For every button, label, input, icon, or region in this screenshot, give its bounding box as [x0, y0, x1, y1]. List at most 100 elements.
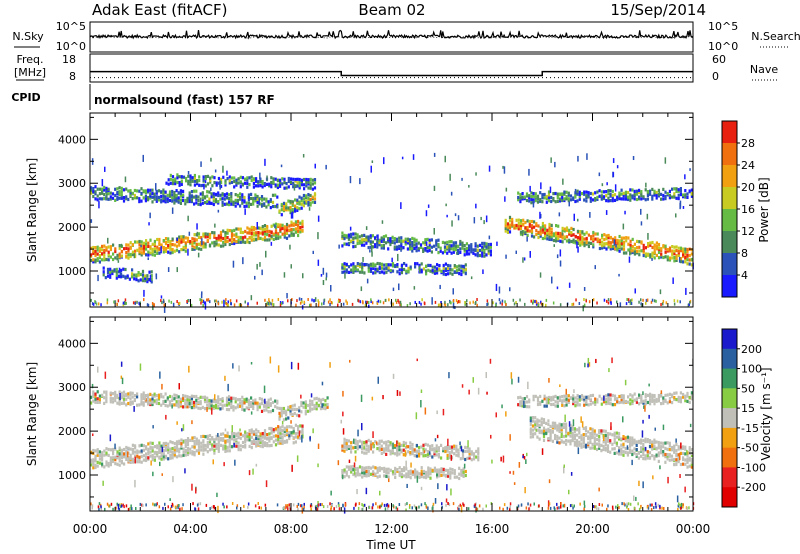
range-cell	[369, 262, 373, 266]
range-cell	[171, 178, 175, 182]
range-cell	[688, 464, 691, 468]
range-cell	[538, 430, 541, 435]
range-cell	[367, 237, 370, 242]
range-cell	[614, 244, 617, 248]
range-cell	[558, 197, 562, 201]
scatter-cell	[513, 482, 516, 485]
range-cell	[117, 274, 121, 278]
range-cell	[558, 422, 561, 426]
range-cell	[618, 452, 621, 456]
scatter-cell	[548, 378, 550, 383]
range-cell	[145, 458, 148, 463]
range-cell	[528, 196, 531, 200]
range-cell	[521, 399, 524, 403]
range-cell	[184, 246, 187, 250]
range-cell	[103, 256, 106, 260]
clutter-cell	[487, 302, 489, 306]
range-cell	[270, 185, 273, 189]
range-cell	[635, 448, 638, 452]
range-cell	[129, 193, 132, 197]
range-cell	[682, 193, 685, 197]
range-cell	[534, 420, 537, 424]
station-title: Adak East (fitACF)	[92, 1, 227, 19]
range-cell	[252, 440, 256, 444]
range-cell	[436, 468, 439, 472]
range-cell	[197, 195, 200, 199]
range-cell	[398, 246, 401, 250]
scatter-cell	[140, 244, 142, 248]
range-cell	[613, 198, 617, 202]
range-cell	[189, 447, 192, 451]
range-cell	[420, 466, 423, 470]
range-cell	[558, 441, 561, 445]
range-cell	[171, 456, 174, 460]
range-cell	[653, 256, 656, 260]
range-cell	[600, 196, 603, 200]
range-cell	[246, 226, 249, 230]
clutter-cell	[486, 303, 488, 306]
range-cell	[297, 226, 300, 230]
range-cell	[436, 473, 439, 477]
range-cell	[387, 467, 390, 471]
range-cell	[180, 237, 183, 241]
range-cell	[640, 400, 643, 404]
range-cell	[585, 194, 588, 198]
range-cell	[638, 191, 641, 195]
range-cell	[425, 473, 428, 477]
range-cell	[629, 188, 632, 192]
range-cell	[193, 247, 196, 251]
range-cell	[136, 449, 139, 453]
range-cell	[250, 428, 253, 432]
range-cell	[615, 435, 618, 439]
range-cell	[157, 195, 161, 199]
range-cell	[405, 263, 408, 267]
range-cell	[269, 397, 272, 401]
range-cell	[309, 402, 312, 406]
range-cell	[598, 238, 601, 242]
range-cell	[393, 247, 396, 251]
range-cell	[257, 442, 260, 446]
range-cell	[655, 399, 658, 403]
range-cell	[248, 435, 251, 439]
range-cell	[193, 442, 196, 446]
range-cell	[618, 446, 621, 450]
range-cell	[186, 452, 190, 457]
range-cell	[640, 438, 643, 442]
noise-right-tick-bottom: 10^0	[708, 40, 738, 53]
range-cell	[272, 237, 275, 241]
range-cell	[395, 245, 399, 249]
range-cell	[363, 466, 366, 470]
range-cell	[94, 456, 97, 460]
range-cell	[155, 394, 158, 398]
range-cell	[206, 396, 209, 400]
clutter-cell	[627, 298, 630, 302]
range-cell	[233, 228, 236, 232]
range-cell	[609, 241, 612, 245]
range-cell	[300, 178, 303, 182]
range-cell	[219, 193, 222, 197]
range-cell	[547, 419, 550, 423]
range-cell	[601, 244, 604, 248]
range-cell	[276, 178, 279, 182]
range-cell	[90, 463, 93, 467]
range-cell	[607, 245, 610, 249]
range-cell	[396, 453, 399, 457]
range-cell	[303, 177, 306, 182]
range-cell	[530, 234, 534, 238]
range-cell	[356, 241, 359, 246]
scatter-cell	[223, 299, 225, 307]
range-cell	[237, 238, 240, 242]
range-cell	[203, 195, 207, 199]
range-cell	[260, 195, 264, 199]
range-cell	[627, 236, 630, 240]
range-cell	[465, 246, 468, 250]
range-cell	[636, 246, 639, 250]
range-cell	[140, 199, 143, 203]
range-cell	[179, 198, 182, 202]
clutter-cell	[395, 300, 398, 304]
range-cell	[138, 455, 141, 459]
range-cell	[157, 198, 161, 202]
range-cell	[151, 393, 154, 398]
range-cell	[287, 405, 290, 409]
range-cell	[629, 195, 632, 199]
